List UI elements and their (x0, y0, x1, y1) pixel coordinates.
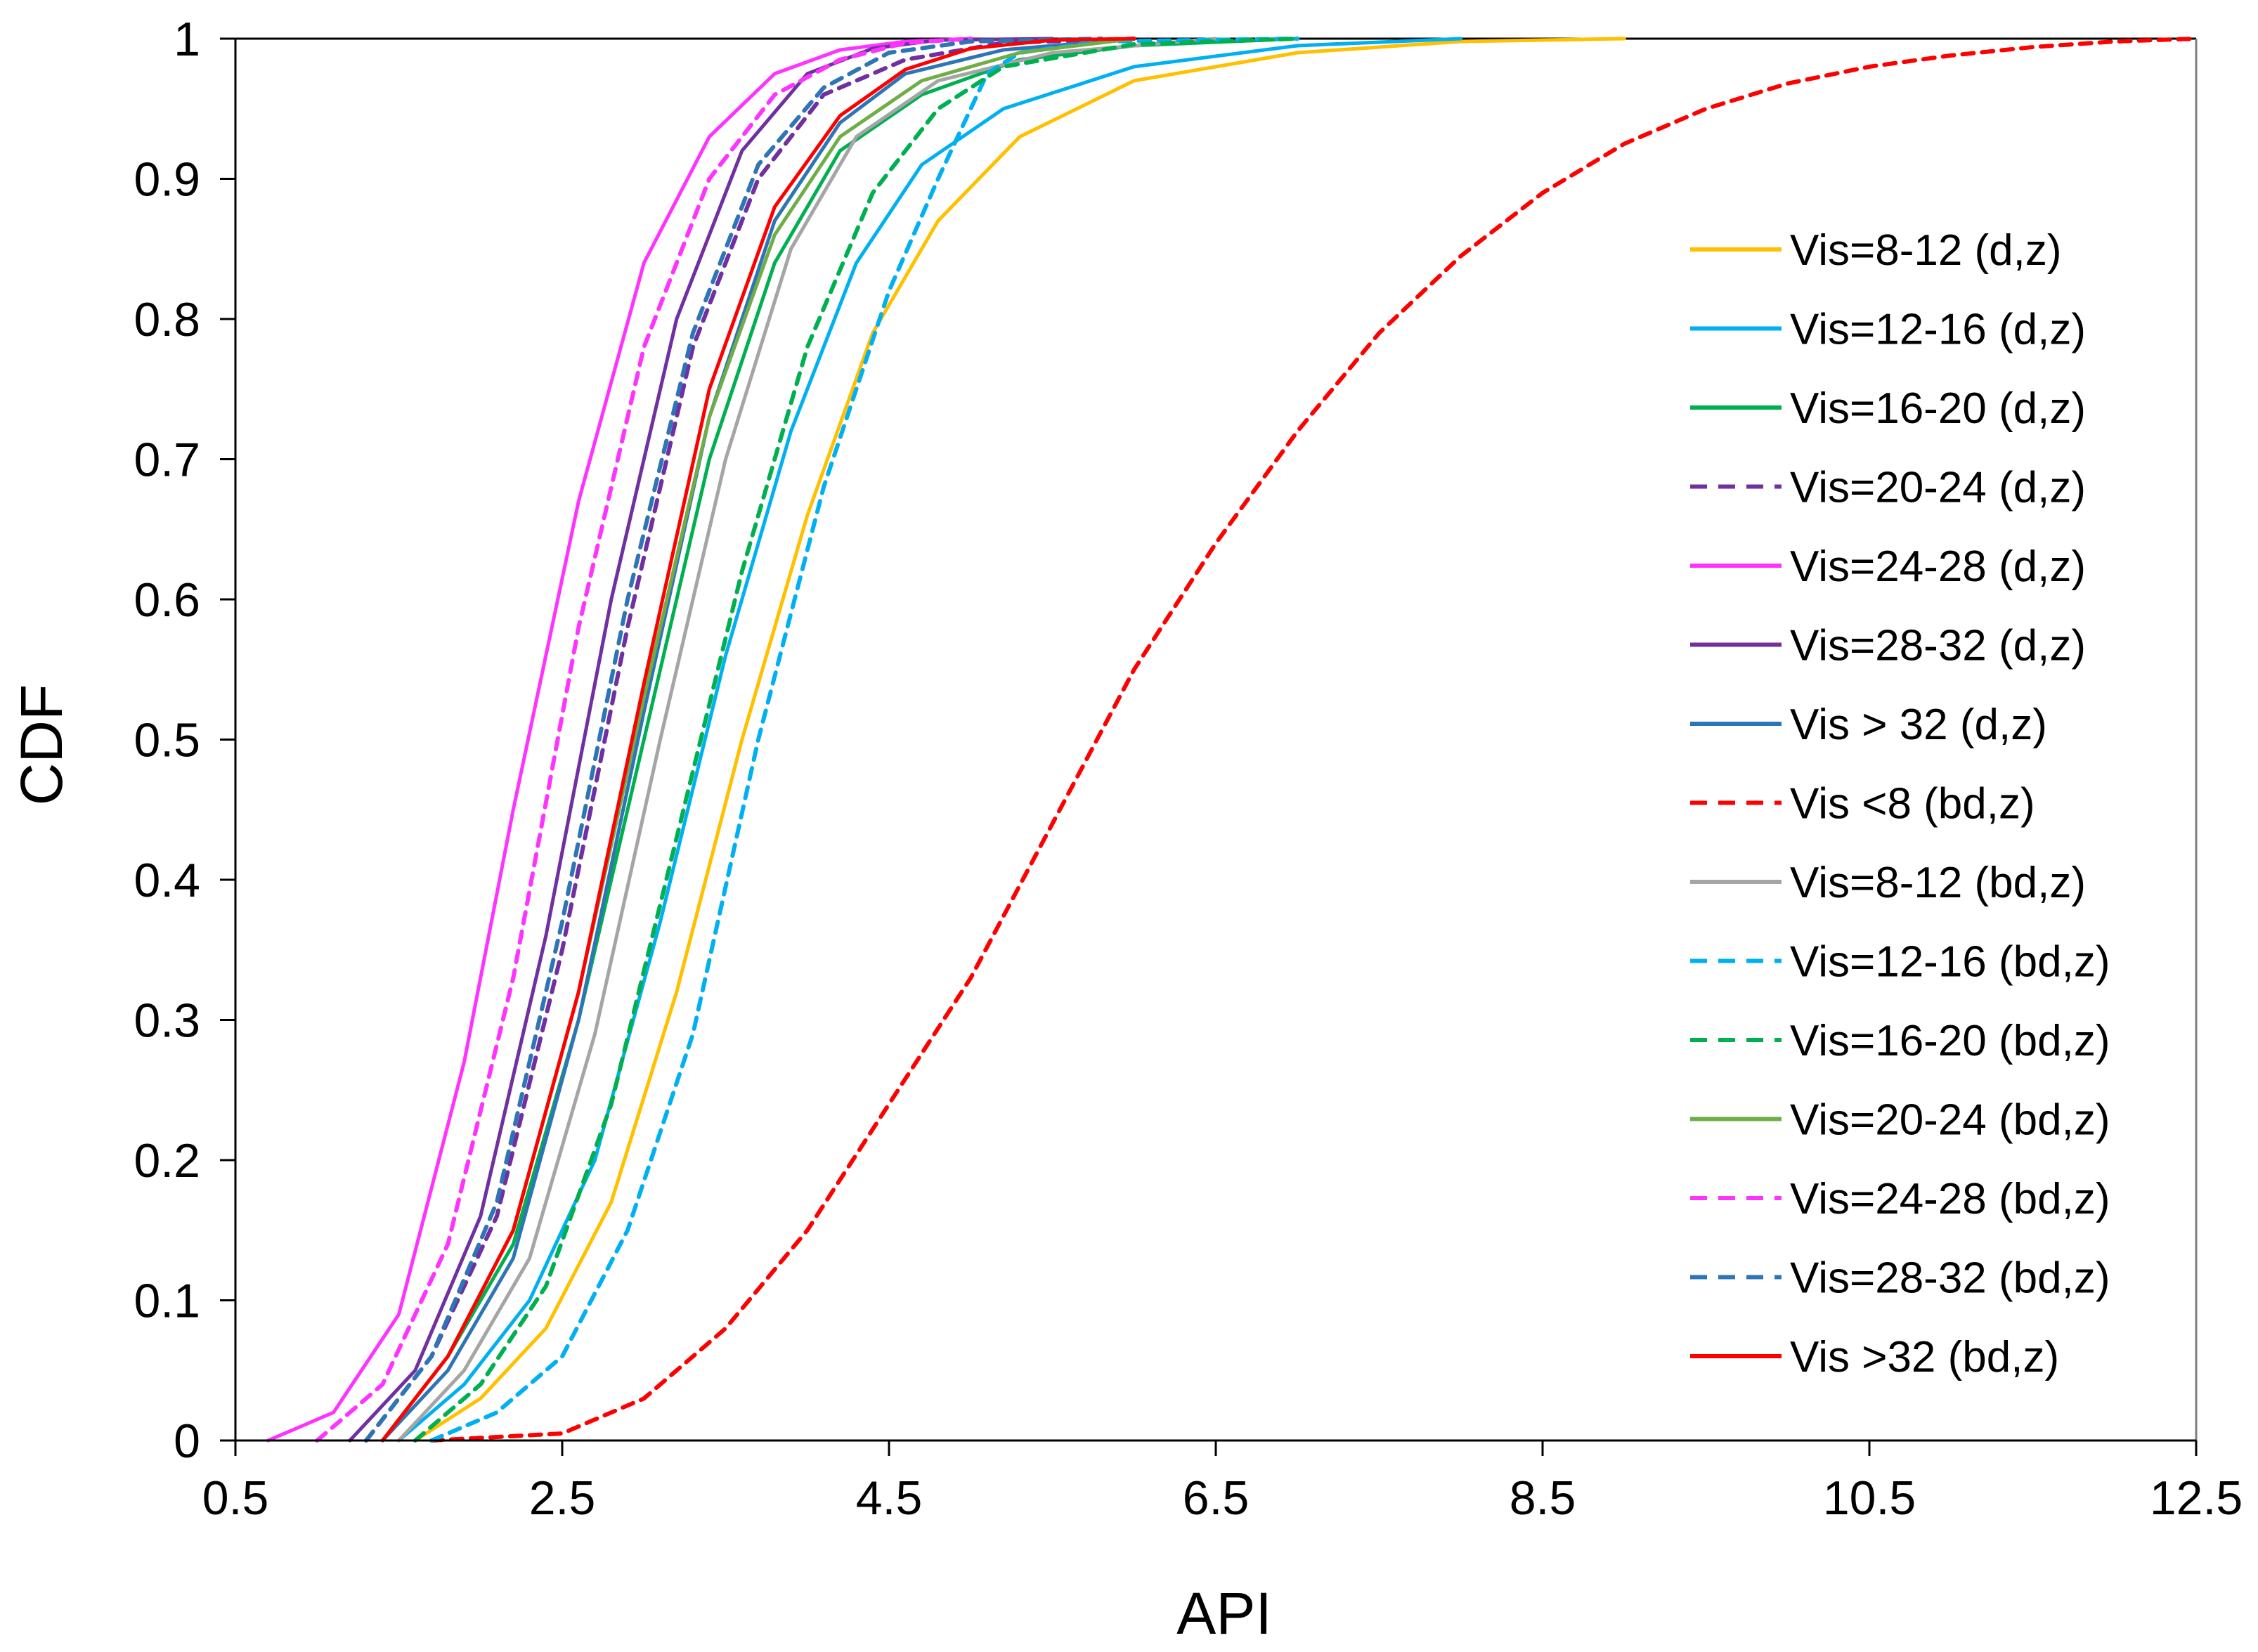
y-tick-label: 0.1 (134, 1275, 200, 1328)
series-line-13 (315, 37, 973, 1443)
series-line-4 (364, 37, 1136, 1443)
y-tick-label: 1 (174, 13, 200, 66)
y-tick-label: 0.6 (134, 573, 200, 627)
y-axis: 0 0.1 0.2 0.3 0.4 0.5 0.6 0.7 0.8 0.9 1 (134, 13, 237, 1468)
y-tick-label: 0.3 (134, 994, 200, 1048)
y-tick-label: 0.9 (134, 153, 200, 207)
y-tick-label: 0.7 (134, 434, 200, 487)
x-axis-title: API (1176, 1580, 1271, 1646)
x-tick-label: 12.5 (2150, 1471, 2243, 1525)
x-tick-label: 4.5 (856, 1471, 923, 1525)
y-tick-label: 0 (174, 1414, 200, 1468)
y-tick-label: 0.4 (134, 854, 200, 907)
legend-label: Vis=20-24 (d,z) (1790, 464, 2086, 512)
legend-label: Vis=8-12 (d,z) (1790, 226, 2062, 275)
legend-label: Vis=16-20 (bd,z) (1790, 1017, 2110, 1065)
x-tick-label: 0.5 (202, 1471, 269, 1525)
legend-label: Vis=20-24 (bd,z) (1790, 1096, 2110, 1145)
series-line-1 (413, 37, 1626, 1443)
series-line-14 (364, 37, 1104, 1443)
series-line-2 (397, 37, 1463, 1443)
series-line-9 (397, 37, 1218, 1443)
legend-label: Vis=12-16 (d,z) (1790, 306, 2086, 354)
y-tick-label: 0.8 (134, 293, 200, 346)
legend-label: Vis >32 (bd,z) (1790, 1333, 2059, 1381)
legend-label: Vis=28-32 (bd,z) (1790, 1254, 2110, 1303)
series-line-5 (266, 37, 973, 1443)
series-line-10 (429, 37, 1300, 1443)
x-tick-label: 8.5 (1510, 1471, 1576, 1525)
legend-label: Vis=12-16 (bd,z) (1790, 938, 2110, 987)
series-line-8 (429, 37, 2198, 1443)
x-tick-label: 6.5 (1183, 1471, 1250, 1525)
legend-label: Vis <8 (bd,z) (1790, 780, 2035, 828)
x-axis: 0.5 2.5 4.5 6.5 8.5 10.5 12.5 (202, 1439, 2243, 1525)
series-line-15 (380, 37, 1136, 1443)
series-layer (266, 37, 2198, 1443)
legend-label: Vis=16-20 (d,z) (1790, 384, 2086, 433)
legend-label: Vis=24-28 (d,z) (1790, 542, 2086, 591)
x-tick-label: 2.5 (529, 1471, 596, 1525)
legend-label: Vis=24-28 (bd,z) (1790, 1175, 2110, 1223)
legend-label: Vis=8-12 (bd,z) (1790, 859, 2086, 907)
y-tick-label: 0.5 (134, 714, 200, 767)
legend-label: Vis=28-32 (d,z) (1790, 622, 2086, 670)
y-tick-label: 0.2 (134, 1134, 200, 1188)
series-line-11 (413, 37, 1300, 1443)
legend: Vis=8-12 (d,z) Vis=12-16 (d,z) Vis=16-20 (… (1690, 226, 2110, 1381)
y-axis-title: CDF (8, 684, 74, 806)
legend-label: Vis > 32 (d,z) (1790, 701, 2047, 749)
x-tick-label: 10.5 (1823, 1471, 1916, 1525)
